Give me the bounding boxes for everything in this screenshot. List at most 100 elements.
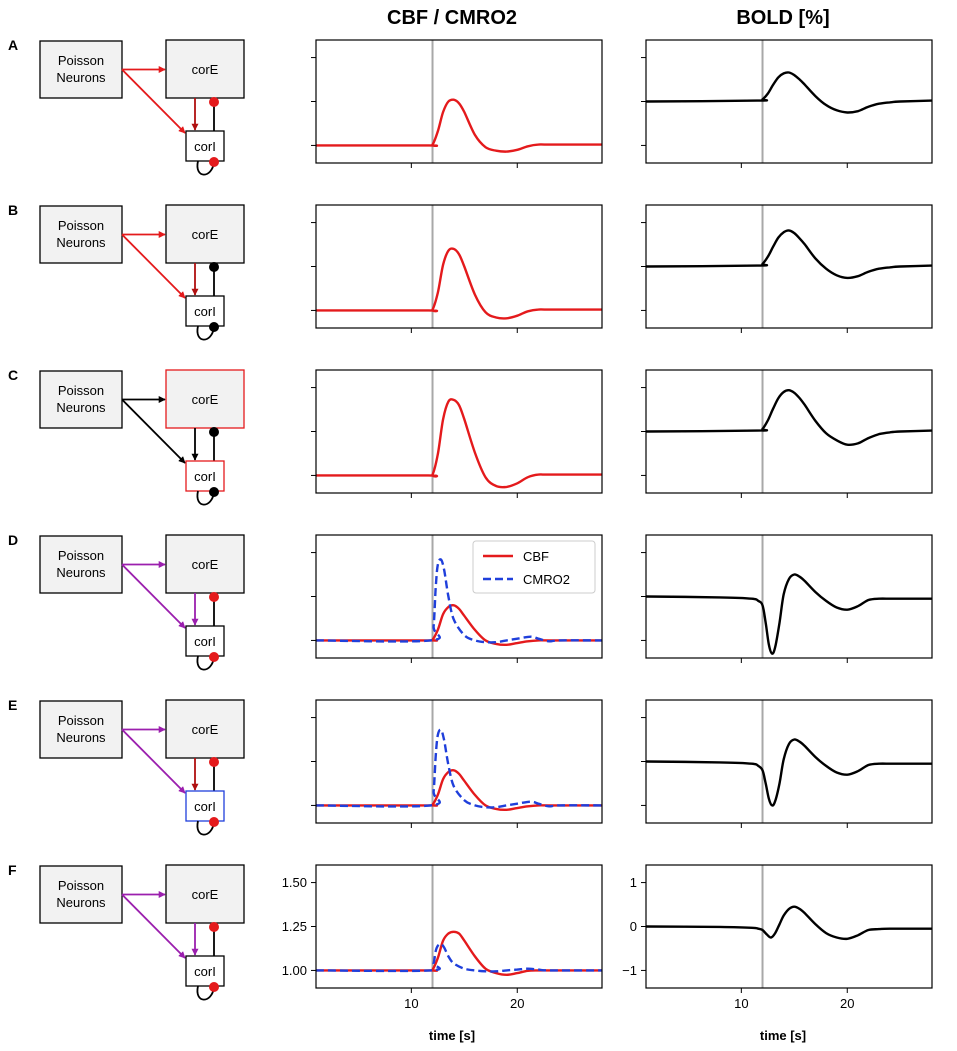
- core-box: [165, 369, 245, 429]
- poisson-neurons-box: [39, 865, 123, 924]
- input-to-cori-arrow: [121, 728, 186, 794]
- input-to-cori-arrow: [121, 398, 186, 464]
- bold-series-bold: [646, 573, 932, 655]
- bold-ytick-label: −1: [622, 963, 637, 978]
- bold-series-bold: [646, 905, 932, 941]
- neurons-label: Neurons: [56, 235, 106, 250]
- core-label: corE: [192, 557, 219, 572]
- cbf-series-cmro2: [316, 558, 602, 644]
- cori-label: corI: [194, 634, 216, 649]
- cori-box: [185, 295, 225, 327]
- poisson-label: Poisson: [58, 53, 104, 68]
- self-inhibition-dot: [209, 817, 219, 827]
- row-letter: C: [8, 367, 18, 383]
- self-inhibition-dot: [209, 322, 219, 332]
- row-letter: F: [8, 862, 17, 878]
- core-box: [165, 39, 245, 99]
- bold-xtick-label: 20: [840, 996, 854, 1011]
- bold-series-bold: [646, 229, 932, 280]
- cori-label: corI: [194, 304, 216, 319]
- row-letter: B: [8, 202, 18, 218]
- figure-rows: A Poisson Neurons corE corI B Poisson Neurons co…: [8, 37, 933, 1011]
- bold-ytick-label: 1: [630, 875, 637, 890]
- poisson-label: Poisson: [58, 383, 104, 398]
- core-label: corE: [192, 722, 219, 737]
- neurons-label: Neurons: [56, 895, 106, 910]
- core-box: [165, 204, 245, 264]
- cori-box: [185, 790, 225, 822]
- self-inhibition-dot: [209, 487, 219, 497]
- row-b: B Poisson Neurons corE corI: [8, 202, 933, 341]
- cbf-series-cbf: [316, 930, 602, 977]
- cori-box: [185, 130, 225, 162]
- cbf-ytick-label: 1.25: [282, 919, 307, 934]
- cori-label: corI: [194, 139, 216, 154]
- row-letter: A: [8, 37, 18, 53]
- inhibitory-synapse-dot: [209, 427, 219, 437]
- poisson-label: Poisson: [58, 548, 104, 563]
- row-c: C Poisson Neurons corE corI: [8, 367, 933, 506]
- cbf-xtick-label: 10: [404, 996, 418, 1011]
- core-box: [165, 534, 245, 594]
- cbf-series-cbf: [316, 247, 602, 320]
- cori-box: [185, 955, 225, 987]
- inhibitory-synapse-dot: [209, 97, 219, 107]
- cori-box: [185, 460, 225, 492]
- legend-cbf-label: CBF: [523, 549, 549, 564]
- self-inhibition-dot: [209, 157, 219, 167]
- core-box: [165, 699, 245, 759]
- cbf-column-title: CBF / CMRO2: [387, 7, 517, 29]
- neurons-label: Neurons: [56, 400, 106, 415]
- core-label: corE: [192, 227, 219, 242]
- bold-column-title: BOLD [%]: [736, 7, 829, 29]
- inhibitory-synapse-dot: [209, 262, 219, 272]
- cbf-series-cbf: [316, 398, 602, 489]
- bold-series-bold: [646, 738, 932, 807]
- cori-label: corI: [194, 469, 216, 484]
- cori-box: [185, 625, 225, 657]
- cbf-series-cmro2: [316, 942, 602, 973]
- row-letter: D: [8, 532, 18, 548]
- cbf-ytick-label: 1.50: [282, 875, 307, 890]
- input-to-cori-arrow: [121, 893, 186, 959]
- row-letter: E: [8, 697, 17, 713]
- bold-xtick-label: 10: [734, 996, 748, 1011]
- cbf-xlabel: time [s]: [429, 1028, 475, 1043]
- legend-cmro2-label: CMRO2: [523, 572, 570, 587]
- bold-series-bold: [646, 71, 932, 114]
- poisson-neurons-box: [39, 205, 123, 264]
- neurons-label: Neurons: [56, 730, 106, 745]
- cbf-series-cbf: [316, 98, 602, 153]
- input-to-cori-arrow: [121, 233, 186, 299]
- input-to-cori-arrow: [121, 563, 186, 629]
- neurons-label: Neurons: [56, 70, 106, 85]
- bold-series-bold: [646, 388, 932, 447]
- row-e: E Poisson Neurons corE corI: [8, 697, 933, 836]
- cbf-series-cmro2: [316, 728, 602, 809]
- poisson-neurons-box: [39, 700, 123, 759]
- bold-ytick-label: 0: [630, 919, 637, 934]
- poisson-label: Poisson: [58, 878, 104, 893]
- neurons-label: Neurons: [56, 565, 106, 580]
- poisson-label: Poisson: [58, 713, 104, 728]
- cbf-xtick-label: 20: [510, 996, 524, 1011]
- row-d: D Poisson Neurons corE corI CBF CMRO2: [8, 532, 933, 671]
- cbf-ytick-label: 1.00: [282, 963, 307, 978]
- cbf-series-cbf: [316, 604, 602, 647]
- core-label: corE: [192, 392, 219, 407]
- self-inhibition-dot: [209, 652, 219, 662]
- cori-label: corI: [194, 964, 216, 979]
- row-a: A Poisson Neurons corE corI: [8, 37, 933, 176]
- core-box: [165, 864, 245, 924]
- cori-label: corI: [194, 799, 216, 814]
- poisson-neurons-box: [39, 535, 123, 594]
- legend-box: [472, 540, 596, 594]
- bold-xlabel: time [s]: [760, 1028, 806, 1043]
- inhibitory-synapse-dot: [209, 757, 219, 767]
- core-label: corE: [192, 62, 219, 77]
- inhibitory-synapse-dot: [209, 922, 219, 932]
- inhibitory-synapse-dot: [209, 592, 219, 602]
- core-label: corE: [192, 887, 219, 902]
